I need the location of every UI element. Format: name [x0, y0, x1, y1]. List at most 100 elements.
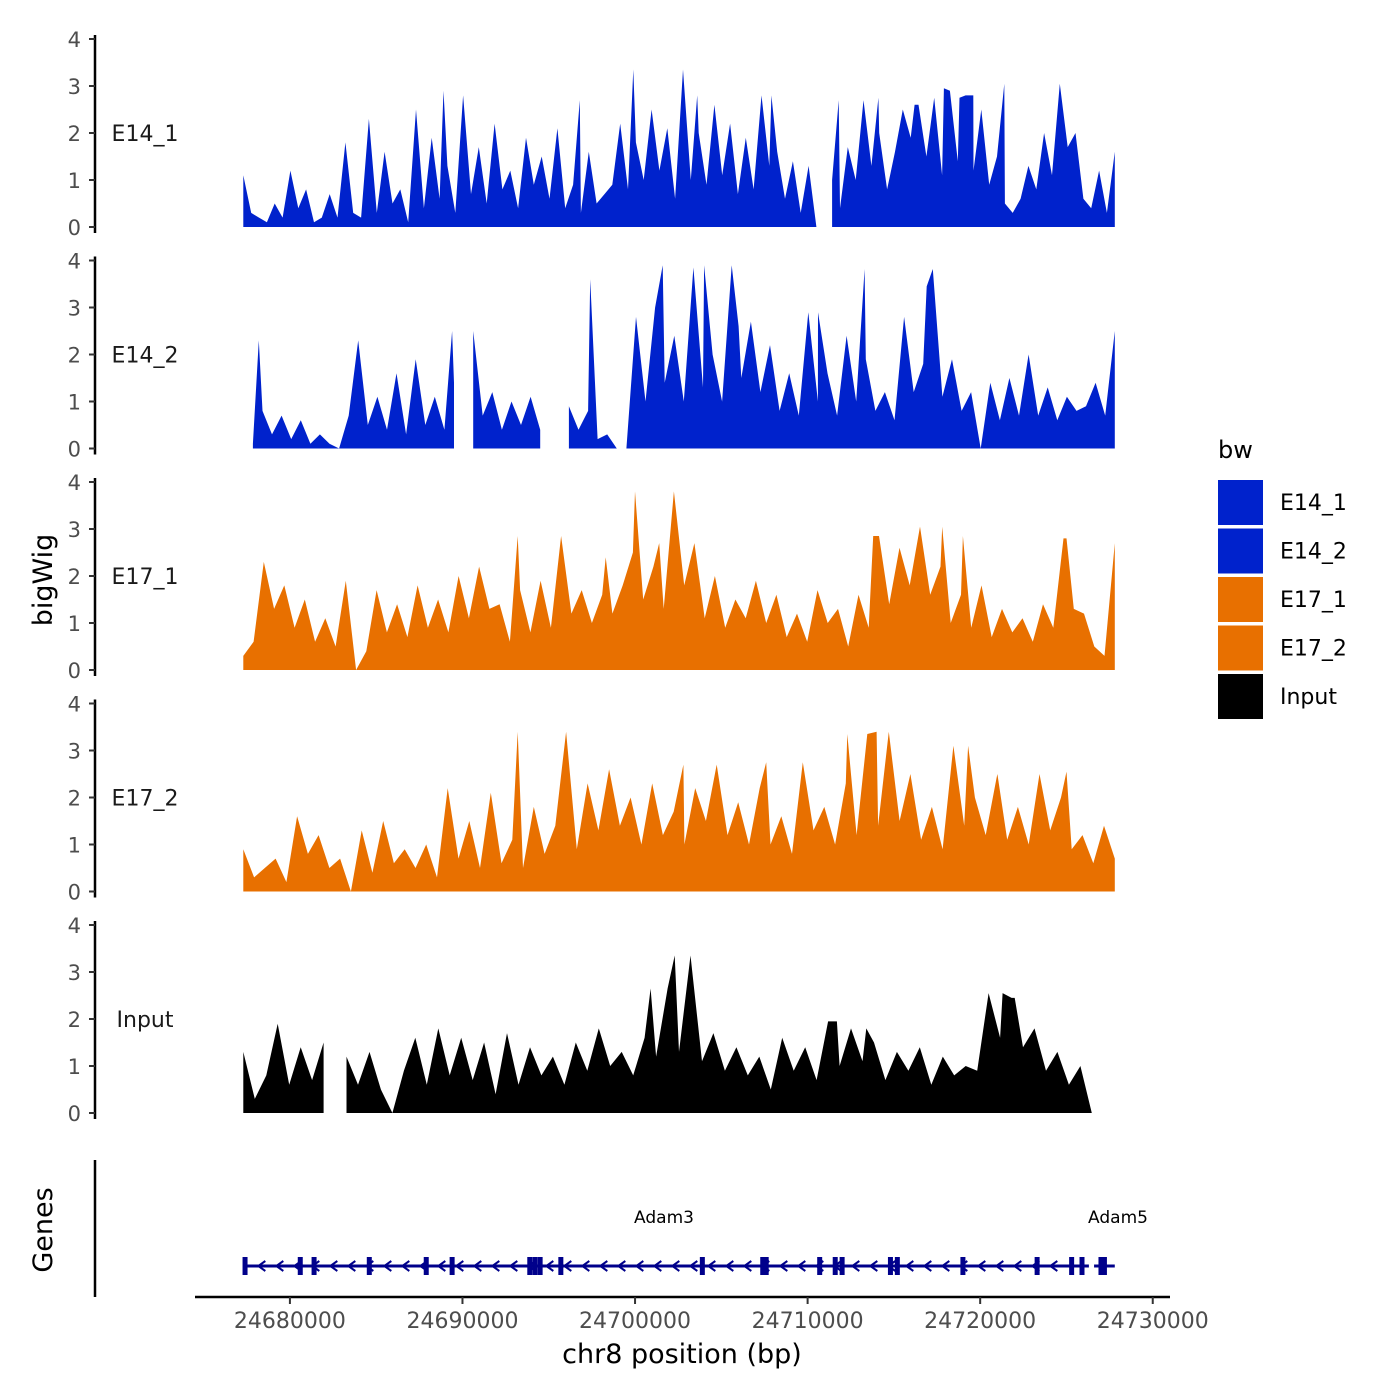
y-tick-label: 2 — [68, 344, 81, 368]
exon — [960, 1257, 966, 1275]
legend-label: E17_2 — [1280, 637, 1347, 662]
legend-item-e17_1: E17_1 — [1218, 577, 1347, 622]
x-tick-label: 24730000 — [1097, 1309, 1209, 1334]
strand-arrow — [382, 1260, 392, 1272]
x-tick-label: 24690000 — [406, 1309, 518, 1334]
exon — [537, 1257, 543, 1275]
legend-label: E14_1 — [1280, 491, 1347, 516]
track-label: E14_1 — [112, 122, 179, 147]
strand-arrow — [778, 1260, 788, 1272]
y-tick-label: 4 — [68, 471, 81, 495]
x-tick-label: 24680000 — [234, 1309, 346, 1334]
y-tick-label: 1 — [68, 834, 81, 858]
legend-swatch — [1218, 577, 1263, 622]
gene-label: Adam3 — [634, 1208, 694, 1228]
exon — [763, 1257, 769, 1275]
y-tick-label: 4 — [68, 693, 81, 717]
exon — [449, 1257, 455, 1275]
strand-arrow — [850, 1260, 860, 1272]
exon — [887, 1257, 893, 1275]
y-tick-label: 1 — [68, 612, 81, 636]
y-tick-label: 3 — [68, 518, 81, 542]
legend-swatch — [1218, 480, 1263, 525]
strand-arrow — [922, 1260, 932, 1272]
track-label: E14_2 — [112, 344, 179, 369]
track-panel-e14_2: 0 1 2 3 4 E14_2 — [68, 250, 1115, 462]
strand-arrow — [274, 1260, 284, 1272]
signal-area-e17_2 — [243, 731, 1115, 892]
strand-arrow — [454, 1260, 464, 1272]
strand-arrow — [1012, 1260, 1022, 1272]
strand-arrow — [940, 1260, 950, 1272]
legend-swatch — [1218, 528, 1263, 574]
exon — [1101, 1257, 1107, 1275]
strand-arrow — [328, 1260, 338, 1272]
strand-arrow — [724, 1260, 734, 1272]
track-label: E17_2 — [112, 787, 179, 812]
exon — [699, 1257, 705, 1275]
exon — [760, 1257, 766, 1275]
track-label: Input — [117, 1008, 174, 1033]
y-tick-label: 3 — [68, 961, 81, 985]
strand-arrow — [688, 1260, 698, 1272]
x-axis: chr8 position (bp) 24680000 24690000 24700… — [195, 1295, 1209, 1370]
strand-arrow — [256, 1260, 266, 1272]
signal-area-e14_2 — [252, 265, 1115, 449]
strand-arrow — [490, 1260, 500, 1272]
y-tick-label: 0 — [68, 216, 81, 240]
strand-arrow — [1048, 1260, 1058, 1272]
signal-area-input — [243, 955, 1115, 1113]
exon — [297, 1257, 303, 1275]
strand-arrow — [436, 1260, 446, 1272]
track-label: E17_1 — [112, 565, 179, 590]
track-panel-e17_2: 0 1 2 3 4 E17_2 — [68, 693, 1115, 905]
signal-area-e17_1 — [243, 491, 1115, 670]
exon — [832, 1257, 838, 1275]
track-panel-e17_1: 0 1 2 3 4 E17_1 — [68, 471, 1115, 683]
exon — [817, 1257, 823, 1275]
x-axis-title: chr8 position (bp) — [562, 1339, 802, 1370]
strand-arrow — [742, 1260, 752, 1272]
legend-item-input: Input — [1218, 674, 1337, 719]
exon — [894, 1257, 900, 1275]
gene-adam3: Adam3 — [242, 1208, 1089, 1275]
y-axis-title: bigWig — [28, 534, 59, 627]
strand-arrow — [616, 1260, 626, 1272]
y-tick-label: 1 — [68, 169, 81, 193]
exon — [423, 1257, 429, 1275]
strand-arrow — [976, 1260, 986, 1272]
y-tick-label: 3 — [68, 297, 81, 321]
genes-panel: Genes Adam3 Adam5 — [28, 1160, 1148, 1297]
y-tick-label: 0 — [68, 438, 81, 462]
legend-item-e14_1: E14_1 — [1218, 480, 1347, 525]
y-tick-label: 0 — [68, 1102, 81, 1126]
strand-arrow — [652, 1260, 662, 1272]
track-panels: 0 1 2 3 4 E14_1 0 1 2 3 4 E14_2 0 1 2 3 4 E17_1 0 1 2 3 4 E17_2… — [68, 28, 1115, 1126]
y-tick-label: 4 — [68, 250, 81, 274]
exon — [532, 1257, 538, 1275]
exon — [1069, 1257, 1075, 1275]
exon — [1079, 1257, 1085, 1275]
y-tick-label: 4 — [68, 28, 81, 52]
y-tick-label: 2 — [68, 122, 81, 146]
exon — [311, 1257, 317, 1275]
y-tick-label: 4 — [68, 914, 81, 938]
strand-arrow — [670, 1260, 680, 1272]
strand-arrow — [544, 1260, 554, 1272]
y-tick-label: 0 — [68, 881, 81, 905]
genes-axis-title: Genes — [28, 1187, 59, 1272]
y-tick-label: 2 — [68, 787, 81, 811]
exon — [242, 1257, 248, 1275]
exon — [366, 1257, 372, 1275]
x-tick-label: 24710000 — [752, 1309, 864, 1334]
legend: bw E14_1 E14_2 E17_1 E17_2 Input — [1218, 436, 1347, 719]
legend-title: bw — [1218, 436, 1253, 464]
legend-item-e17_2: E17_2 — [1218, 625, 1347, 671]
strand-arrow — [580, 1260, 590, 1272]
track-panel-input: 0 1 2 3 4 Input — [68, 914, 1115, 1126]
legend-swatch — [1218, 625, 1263, 671]
legend-label: E17_1 — [1280, 588, 1347, 613]
x-tick-label: 24700000 — [579, 1309, 691, 1334]
y-tick-label: 2 — [68, 565, 81, 589]
